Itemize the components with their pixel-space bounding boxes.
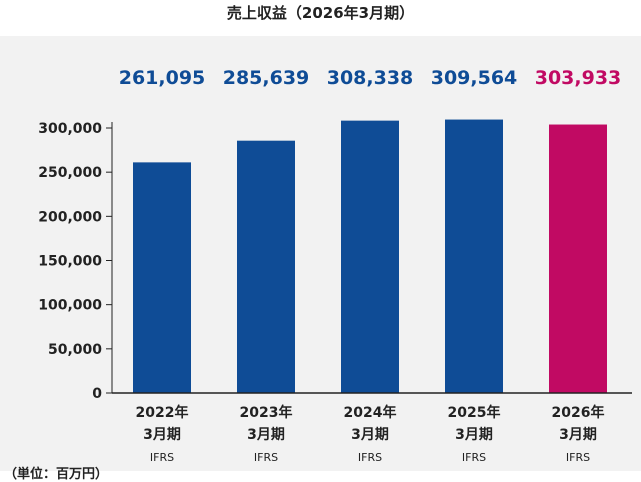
y-tick-label: 250,000 (38, 165, 102, 181)
x-category-standard: IFRS (358, 451, 382, 464)
bar (549, 124, 607, 393)
y-tick-label: 100,000 (38, 298, 102, 314)
bar (445, 119, 503, 393)
y-tick-label: 200,000 (38, 209, 102, 225)
x-category-period: 3月期 (247, 427, 285, 443)
x-category-year: 2023年 (240, 404, 293, 421)
chart-title: 売上収益（2026年3月期） (226, 4, 415, 22)
x-category-year: 2024年 (344, 404, 397, 421)
bar-value-label: 303,933 (535, 67, 622, 89)
bar (237, 140, 295, 393)
x-category-year: 2026年 (552, 404, 605, 421)
x-category-standard: IFRS (254, 451, 278, 464)
chart-panel: 0 50,000 100,000 150,000 200,000 250,000 300,0… (0, 36, 641, 482)
y-tick-label: 300,000 (38, 121, 102, 137)
unit-label: （単位：百万円） (4, 467, 109, 482)
y-tick-label: 50,000 (48, 342, 102, 358)
bar-value-label: 285,639 (223, 67, 310, 89)
bar-value-label: 261,095 (119, 67, 206, 89)
x-category-period: 3月期 (559, 427, 597, 443)
x-category-period: 3月期 (455, 427, 493, 443)
x-category-period: 3月期 (351, 427, 389, 443)
x-category-year: 2025年 (448, 404, 501, 421)
y-tick-label: 0 (92, 386, 102, 402)
x-category-standard: IFRS (566, 451, 590, 464)
bar-value-label: 308,338 (327, 67, 414, 89)
x-category-period: 3月期 (143, 427, 181, 443)
x-category-standard: IFRS (462, 451, 486, 464)
bar (341, 120, 399, 393)
bar-value-label: 309,564 (431, 67, 518, 89)
revenue-bar-chart: 0 50,000 100,000 150,000 200,000 250,000 300,0… (38, 67, 632, 464)
x-category-year: 2022年 (136, 404, 189, 421)
bar (133, 162, 191, 393)
y-tick-label: 150,000 (38, 254, 102, 270)
x-category-standard: IFRS (150, 451, 174, 464)
